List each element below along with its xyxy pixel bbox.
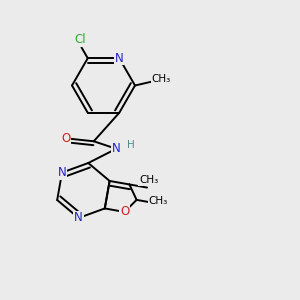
Text: H: H <box>127 140 134 150</box>
Text: Cl: Cl <box>74 33 86 46</box>
Text: N: N <box>74 212 83 224</box>
Text: N: N <box>115 52 124 65</box>
Text: CH₃: CH₃ <box>148 196 168 206</box>
Text: O: O <box>120 206 129 218</box>
Text: CH₃: CH₃ <box>139 175 158 185</box>
Text: N: N <box>58 166 66 179</box>
Text: CH₃: CH₃ <box>152 74 171 85</box>
Text: N: N <box>112 142 121 155</box>
Text: O: O <box>61 132 70 146</box>
